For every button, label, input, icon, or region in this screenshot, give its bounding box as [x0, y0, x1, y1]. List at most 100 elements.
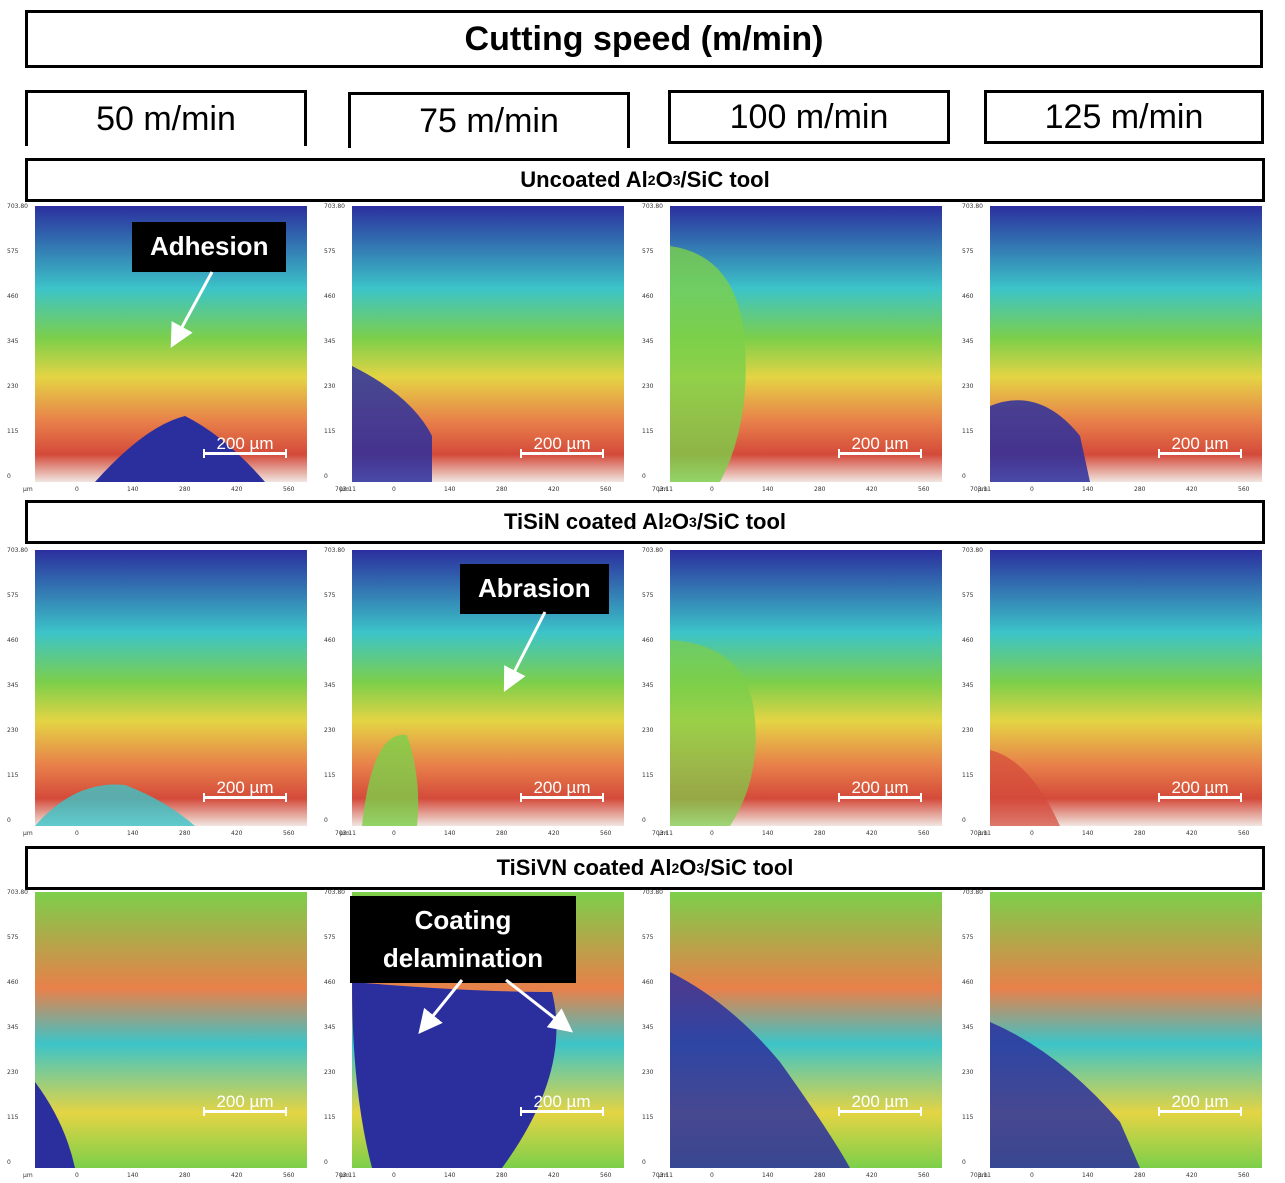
y-tick-label: 703.80: [7, 889, 28, 896]
x-tick-label: 140: [762, 830, 774, 837]
y-tick-label: 115: [7, 428, 19, 435]
scale-bar: 200 µm: [203, 1092, 287, 1116]
y-tick-label: 345: [324, 682, 336, 689]
x-tick-label: µm: [658, 486, 668, 493]
scale-bar-label: 200 µm: [216, 1092, 274, 1111]
y-tick-label: 460: [324, 637, 336, 644]
y-tick-label: 230: [324, 383, 336, 390]
x-tick-label: 0: [1030, 830, 1034, 837]
speed-label-75: 75 m/min: [348, 92, 630, 148]
x-tick-label: 420: [231, 1172, 243, 1179]
x-tick-label: µm: [978, 486, 988, 493]
x-tick-label: 560: [283, 830, 295, 837]
x-tick-label: 420: [548, 830, 560, 837]
x-tick-label: 560: [918, 486, 930, 493]
y-tick-label: 115: [962, 772, 974, 779]
x-tick-label: µm: [658, 1172, 668, 1179]
y-tick-label: 0: [324, 1159, 328, 1166]
x-tick-label: 420: [1186, 830, 1198, 837]
scale-bar-label: 200 µm: [851, 1092, 909, 1111]
x-tick-label: 140: [444, 486, 456, 493]
y-tick-label: 115: [324, 1114, 336, 1121]
x-tick-label: 0: [392, 830, 396, 837]
x-tick-label: µm: [978, 830, 988, 837]
y-tick-label: 0: [642, 817, 646, 824]
scale-bar: 200 µm: [1158, 434, 1242, 458]
y-tick-label: 703.80: [324, 547, 345, 554]
y-tick-label: 345: [324, 1024, 336, 1031]
y-tick-label: 230: [324, 727, 336, 734]
x-tick-label: 703.11: [970, 1172, 991, 1179]
scale-bar-label: 200 µm: [851, 778, 909, 797]
x-tick-label: 280: [179, 830, 191, 837]
surface-map-panel: 200 µm: [670, 892, 942, 1168]
y-tick-label: 575: [7, 934, 19, 941]
y-tick-label: 460: [7, 293, 19, 300]
y-tick-label: 703.80: [642, 203, 663, 210]
y-tick-label: 230: [7, 1069, 19, 1076]
x-tick-label: 140: [127, 1172, 139, 1179]
y-tick-label: 0: [642, 1159, 646, 1166]
x-tick-label: 0: [75, 486, 79, 493]
x-tick-label: 0: [710, 486, 714, 493]
x-tick-label: 140: [1082, 830, 1094, 837]
x-tick-label: µm: [23, 486, 33, 493]
y-tick-label: 575: [642, 592, 654, 599]
row-header-uncoated: Uncoated Al 2 O 3/SiC tool: [25, 158, 1265, 202]
surface-map-panel: 200 µm: [990, 892, 1262, 1168]
scale-bar: 200 µm: [1158, 778, 1242, 802]
y-tick-label: 703.80: [642, 889, 663, 896]
x-tick-label: 140: [1082, 1172, 1094, 1179]
y-tick-label: 460: [642, 979, 654, 986]
y-tick-label: 0: [962, 1159, 966, 1166]
x-tick-label: 420: [548, 486, 560, 493]
x-tick-label: 703.11: [335, 830, 356, 837]
y-tick-label: 115: [7, 772, 19, 779]
scale-bar: 200 µm: [520, 778, 604, 802]
y-tick-label: 345: [324, 338, 336, 345]
y-tick-label: 575: [642, 934, 654, 941]
y-tick-label: 460: [962, 293, 974, 300]
scale-bar: 200 µm: [1158, 1092, 1242, 1116]
scale-bar-label: 200 µm: [851, 434, 909, 453]
x-tick-label: 420: [866, 1172, 878, 1179]
y-tick-label: 115: [962, 428, 974, 435]
x-tick-label: 280: [1134, 486, 1146, 493]
delamination-label: Coating delamination: [350, 896, 576, 984]
x-tick-label: 420: [1186, 486, 1198, 493]
y-tick-label: 575: [324, 592, 336, 599]
y-tick-label: 230: [7, 727, 19, 734]
x-tick-label: 560: [600, 1172, 612, 1179]
scale-bar-label: 200 µm: [1171, 434, 1229, 453]
x-tick-label: 140: [127, 486, 139, 493]
y-tick-label: 460: [962, 637, 974, 644]
surface-map-panel: 200 µm: [990, 550, 1262, 826]
x-tick-label: 420: [866, 486, 878, 493]
x-tick-label: 280: [814, 830, 826, 837]
y-tick-label: 345: [642, 682, 654, 689]
y-tick-label: 460: [324, 293, 336, 300]
scale-bar: 200 µm: [838, 1092, 922, 1116]
y-tick-label: 460: [324, 979, 336, 986]
y-tick-label: 115: [7, 1114, 19, 1121]
y-tick-label: 115: [642, 1114, 654, 1121]
x-tick-label: 703.11: [652, 830, 673, 837]
surface-map-panel: 200 µm: [990, 206, 1262, 482]
x-tick-label: 0: [710, 830, 714, 837]
x-tick-label: 0: [710, 1172, 714, 1179]
scale-bar-label: 200 µm: [216, 778, 274, 797]
scale-bar-label: 200 µm: [533, 434, 591, 453]
x-tick-label: µm: [658, 830, 668, 837]
y-tick-label: 0: [7, 1159, 11, 1166]
surface-map-panel: 200 µm: [670, 206, 942, 482]
y-tick-label: 0: [642, 473, 646, 480]
y-tick-label: 345: [642, 338, 654, 345]
y-tick-label: 460: [642, 293, 654, 300]
x-tick-label: 280: [179, 1172, 191, 1179]
x-tick-label: 280: [496, 1172, 508, 1179]
x-tick-label: 560: [918, 830, 930, 837]
scale-bar: 200 µm: [520, 1092, 604, 1116]
y-tick-label: 230: [642, 1069, 654, 1076]
y-tick-label: 115: [324, 772, 336, 779]
surface-map-panel: 200 µm: [670, 550, 942, 826]
